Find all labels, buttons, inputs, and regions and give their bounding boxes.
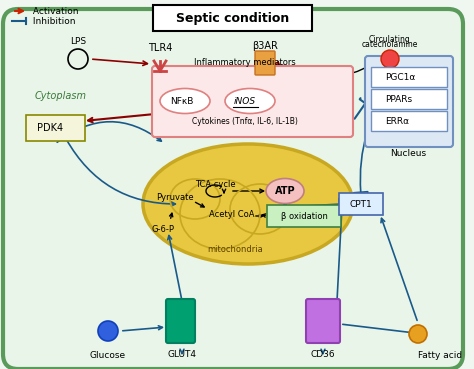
FancyBboxPatch shape — [365, 56, 453, 147]
Text: Cytokines (Tnfα, IL-6, IL-1B): Cytokines (Tnfα, IL-6, IL-1B) — [192, 117, 298, 125]
FancyBboxPatch shape — [371, 89, 447, 109]
Text: Fatty acid: Fatty acid — [418, 351, 462, 360]
Text: PDK4: PDK4 — [37, 123, 63, 133]
FancyBboxPatch shape — [26, 115, 85, 141]
Circle shape — [381, 50, 399, 68]
Ellipse shape — [266, 179, 304, 203]
Text: β oxidation: β oxidation — [281, 211, 328, 221]
Text: PGC1α: PGC1α — [385, 72, 415, 82]
Text: CD36: CD36 — [310, 350, 335, 359]
Text: TCA cycle: TCA cycle — [195, 179, 235, 189]
FancyBboxPatch shape — [267, 205, 341, 227]
Text: PPARs: PPARs — [385, 94, 412, 103]
Text: NFκB: NFκB — [170, 97, 194, 106]
Text: iNOS: iNOS — [234, 97, 256, 106]
FancyBboxPatch shape — [371, 67, 447, 87]
Circle shape — [98, 321, 118, 341]
Text: Circulating: Circulating — [369, 35, 411, 44]
Circle shape — [409, 325, 427, 343]
FancyBboxPatch shape — [306, 299, 340, 343]
FancyBboxPatch shape — [166, 299, 195, 343]
Text: Cytoplasm: Cytoplasm — [35, 91, 87, 101]
FancyBboxPatch shape — [152, 66, 353, 137]
Text: mitochondria: mitochondria — [207, 245, 263, 254]
FancyBboxPatch shape — [3, 9, 463, 369]
Text: LPS: LPS — [70, 37, 86, 46]
Ellipse shape — [143, 144, 353, 264]
Text: Acetyl CoA: Acetyl CoA — [209, 210, 255, 218]
Text: Inhibition: Inhibition — [30, 17, 75, 25]
Text: Glucose: Glucose — [90, 351, 126, 360]
Text: Pyruvate: Pyruvate — [156, 193, 194, 201]
Ellipse shape — [160, 89, 210, 114]
Text: TLR4: TLR4 — [148, 43, 172, 53]
Text: catecholamine: catecholamine — [362, 40, 418, 49]
Text: Septic condition: Septic condition — [176, 11, 290, 24]
Text: Inflammatory mediators: Inflammatory mediators — [194, 58, 296, 67]
Text: Nucleus: Nucleus — [390, 149, 426, 158]
Ellipse shape — [225, 89, 275, 114]
Text: G-6-P: G-6-P — [152, 224, 174, 234]
Text: CPT1: CPT1 — [350, 200, 373, 208]
FancyBboxPatch shape — [371, 111, 447, 131]
Text: ATP: ATP — [275, 186, 295, 196]
FancyBboxPatch shape — [339, 193, 383, 215]
Text: GLUT4: GLUT4 — [167, 350, 197, 359]
Text: Activation: Activation — [30, 7, 79, 15]
FancyBboxPatch shape — [255, 51, 275, 75]
Text: β3AR: β3AR — [252, 41, 278, 51]
FancyBboxPatch shape — [153, 5, 312, 31]
Text: ERRα: ERRα — [385, 117, 409, 125]
